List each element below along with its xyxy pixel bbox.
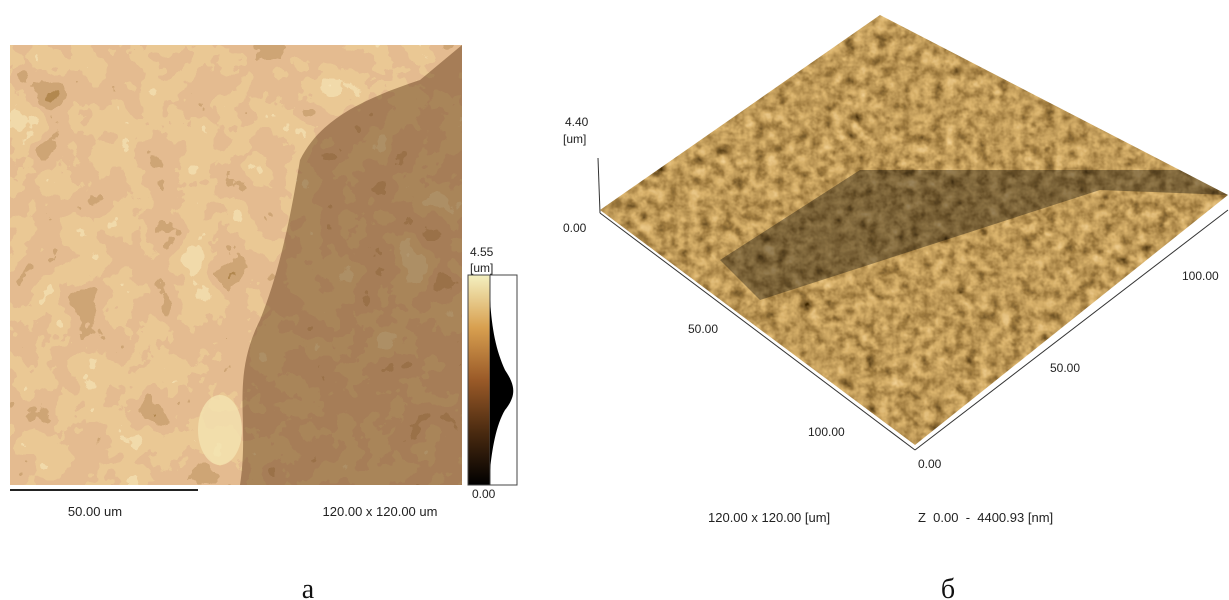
x-tick-label: 100.00 [808, 425, 845, 439]
bright-grain [198, 395, 242, 465]
y-tick-label: 50.00 [1050, 361, 1080, 375]
caption: б [941, 574, 955, 600]
y-tick-label: 0.00 [918, 457, 942, 471]
z-range: Z 0.00 - 4400.93 [nm] [918, 510, 1053, 525]
y-tick-label: 100.00 [1182, 269, 1219, 283]
page: 4.55 [um] 0.00 50.00 um 120.00 x 120.00 … [0, 0, 1229, 600]
image-size: 120.00 x 120.00 [um] [708, 510, 830, 525]
scale-bar-label: 50.00 um [68, 504, 122, 519]
z-max: 4.40 [565, 115, 589, 129]
figure: 4.55 [um] 0.00 50.00 um 120.00 x 120.00 … [0, 0, 1229, 600]
caption: а [302, 574, 315, 600]
colorbar [468, 275, 490, 485]
colorbar-unit: [um] [470, 261, 493, 275]
colorbar-max: 4.55 [470, 245, 494, 259]
x-tick-label: 50.00 [688, 322, 718, 336]
z-min: 0.00 [563, 221, 587, 235]
image-size: 120.00 x 120.00 um [323, 504, 438, 519]
z-unit: [um] [563, 132, 586, 146]
z-axis [598, 158, 600, 213]
colorbar-min: 0.00 [472, 487, 496, 501]
surface [595, 10, 1229, 450]
